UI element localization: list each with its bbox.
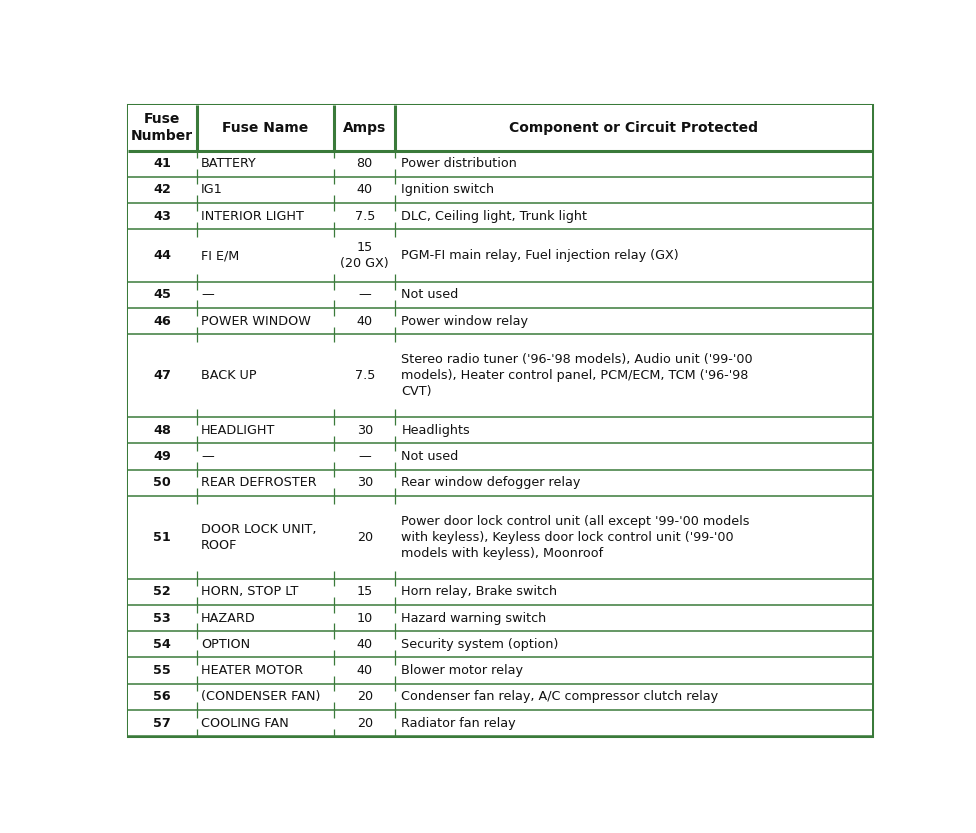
Text: COOLING FAN: COOLING FAN xyxy=(201,716,289,730)
Text: Not used: Not used xyxy=(401,450,459,463)
Bar xyxy=(128,605,873,631)
Text: 41: 41 xyxy=(153,157,171,170)
Text: 30: 30 xyxy=(356,424,373,436)
Text: (CONDENSER FAN): (CONDENSER FAN) xyxy=(201,691,320,703)
Text: 15
(20 GX): 15 (20 GX) xyxy=(341,241,389,270)
Text: DLC, Ceiling light, Trunk light: DLC, Ceiling light, Trunk light xyxy=(401,210,588,222)
Text: Power door lock control unit (all except '99-'00 models
with keyless), Keyless d: Power door lock control unit (all except… xyxy=(401,515,750,560)
Bar xyxy=(128,631,873,657)
Text: 48: 48 xyxy=(153,424,171,436)
Text: Amps: Amps xyxy=(344,121,386,135)
Bar xyxy=(128,282,873,308)
Text: 53: 53 xyxy=(153,611,171,625)
Text: BACK UP: BACK UP xyxy=(201,369,257,382)
Text: HORN, STOP LT: HORN, STOP LT xyxy=(201,586,299,598)
Text: 43: 43 xyxy=(153,210,171,222)
Text: Component or Circuit Protected: Component or Circuit Protected xyxy=(509,121,758,135)
Text: Blower motor relay: Blower motor relay xyxy=(401,664,523,677)
Text: 56: 56 xyxy=(153,691,171,703)
Text: HEATER MOTOR: HEATER MOTOR xyxy=(201,664,304,677)
Text: 80: 80 xyxy=(356,157,373,170)
Text: Condenser fan relay, A/C compressor clutch relay: Condenser fan relay, A/C compressor clut… xyxy=(401,691,718,703)
Bar xyxy=(128,684,873,710)
Text: —: — xyxy=(358,450,371,463)
Text: 46: 46 xyxy=(153,315,171,327)
Text: Security system (option): Security system (option) xyxy=(401,638,558,651)
Text: 7.5: 7.5 xyxy=(354,210,375,222)
Text: —: — xyxy=(201,288,214,302)
Text: Rear window defogger relay: Rear window defogger relay xyxy=(401,476,581,489)
Text: 57: 57 xyxy=(153,716,171,730)
Text: 40: 40 xyxy=(356,183,373,197)
Bar xyxy=(128,579,873,605)
Text: Stereo radio tuner ('96-'98 models), Audio unit ('99-'00
models), Heater control: Stereo radio tuner ('96-'98 models), Aud… xyxy=(401,353,752,398)
Text: BATTERY: BATTERY xyxy=(201,157,257,170)
Bar xyxy=(128,177,873,203)
Bar xyxy=(128,657,873,684)
Text: —: — xyxy=(201,450,214,463)
Text: IG1: IG1 xyxy=(201,183,223,197)
Text: 47: 47 xyxy=(153,369,171,382)
Text: Headlights: Headlights xyxy=(401,424,470,436)
Text: 49: 49 xyxy=(153,450,171,463)
Bar xyxy=(128,496,873,579)
Bar xyxy=(128,470,873,496)
Text: HEADLIGHT: HEADLIGHT xyxy=(201,424,275,436)
Text: OPTION: OPTION xyxy=(201,638,250,651)
Text: Power distribution: Power distribution xyxy=(401,157,517,170)
Text: REAR DEFROSTER: REAR DEFROSTER xyxy=(201,476,316,489)
Bar xyxy=(128,308,873,334)
Text: 42: 42 xyxy=(153,183,171,197)
Bar xyxy=(128,151,873,177)
Text: PGM-FI main relay, Fuel injection relay (GX): PGM-FI main relay, Fuel injection relay … xyxy=(401,249,679,262)
Text: Radiator fan relay: Radiator fan relay xyxy=(401,716,516,730)
Text: INTERIOR LIGHT: INTERIOR LIGHT xyxy=(201,210,304,222)
Text: 20: 20 xyxy=(356,531,373,544)
Bar xyxy=(128,229,873,282)
Text: FI E/M: FI E/M xyxy=(201,249,239,262)
Text: 10: 10 xyxy=(356,611,373,625)
Text: 52: 52 xyxy=(153,586,171,598)
Text: 40: 40 xyxy=(356,638,373,651)
Text: 54: 54 xyxy=(153,638,171,651)
Bar xyxy=(128,417,873,443)
Text: POWER WINDOW: POWER WINDOW xyxy=(201,315,311,327)
Bar xyxy=(128,105,873,151)
Text: Ignition switch: Ignition switch xyxy=(401,183,495,197)
Text: 44: 44 xyxy=(153,249,172,262)
Text: 20: 20 xyxy=(356,716,373,730)
Text: 51: 51 xyxy=(153,531,171,544)
Bar xyxy=(128,203,873,229)
Text: 40: 40 xyxy=(356,315,373,327)
Text: —: — xyxy=(358,288,371,302)
Text: 30: 30 xyxy=(356,476,373,489)
Text: 15: 15 xyxy=(356,586,373,598)
Text: 7.5: 7.5 xyxy=(354,369,375,382)
Text: HAZARD: HAZARD xyxy=(201,611,256,625)
Text: Hazard warning switch: Hazard warning switch xyxy=(401,611,547,625)
Bar xyxy=(128,443,873,470)
Text: 55: 55 xyxy=(153,664,171,677)
Text: Fuse Name: Fuse Name xyxy=(223,121,308,135)
Text: Not used: Not used xyxy=(401,288,459,302)
Bar xyxy=(128,710,873,736)
Text: 40: 40 xyxy=(356,664,373,677)
Text: Power window relay: Power window relay xyxy=(401,315,528,327)
Text: 50: 50 xyxy=(153,476,171,489)
Text: DOOR LOCK UNIT,
ROOF: DOOR LOCK UNIT, ROOF xyxy=(201,523,316,551)
Bar xyxy=(128,334,873,417)
Text: Horn relay, Brake switch: Horn relay, Brake switch xyxy=(401,586,557,598)
Text: 20: 20 xyxy=(356,691,373,703)
Text: 45: 45 xyxy=(153,288,171,302)
Text: Fuse
Number: Fuse Number xyxy=(131,112,193,143)
